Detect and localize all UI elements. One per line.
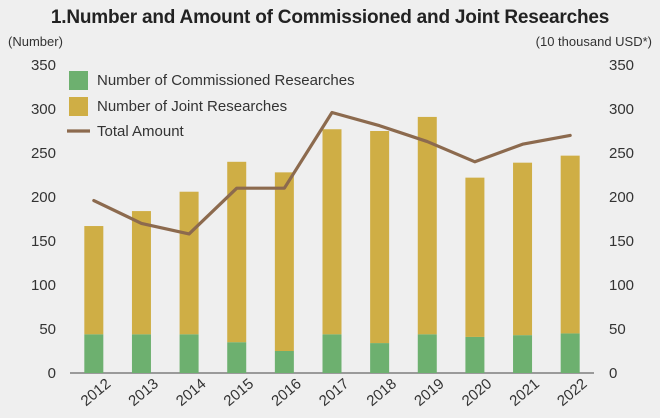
bar-joint-2016 <box>274 172 294 351</box>
legend-label-0: Number of Commissioned Researches <box>97 72 355 89</box>
y-tick-label-200: 200 <box>31 189 56 206</box>
bar-joint-2017 <box>322 129 342 335</box>
chart-title: 1.Number and Amount of Commissioned and … <box>50 7 610 28</box>
y2-tick-label-300: 300 <box>609 101 634 118</box>
x-tick-label-2019: 2019 <box>411 375 447 409</box>
left-axis-unit: (Number) <box>8 34 63 49</box>
x-tick-label-2021: 2021 <box>506 375 542 409</box>
bar-commissioned-2020 <box>465 336 485 373</box>
bar-joint-2014 <box>179 191 199 335</box>
x-tick-label-2013: 2013 <box>125 375 161 409</box>
bar-joint-2018 <box>370 131 390 344</box>
bar-commissioned-2016 <box>274 351 294 373</box>
legend-swatch-0 <box>69 71 88 90</box>
y2-tick-label-150: 150 <box>609 233 634 250</box>
y-tick-label-50: 50 <box>39 321 56 338</box>
y-tick-label-300: 300 <box>31 101 56 118</box>
bar-commissioned-2017 <box>322 334 342 373</box>
right-axis-unit: (10 thousand USD*) <box>535 34 652 49</box>
bar-joint-2015 <box>227 161 247 343</box>
legend-label-2: Total Amount <box>97 123 185 140</box>
y-tick-label-100: 100 <box>31 277 56 294</box>
y2-tick-label-100: 100 <box>609 277 634 294</box>
bar-commissioned-2015 <box>227 342 247 373</box>
y2-tick-label-50: 50 <box>609 321 626 338</box>
bar-commissioned-2019 <box>417 334 437 373</box>
y-tick-label-350: 350 <box>31 57 56 74</box>
x-tick-label-2012: 2012 <box>78 375 114 409</box>
x-tick-label-2014: 2014 <box>173 375 209 409</box>
y-tick-label-250: 250 <box>31 145 56 162</box>
x-tick-label-2017: 2017 <box>316 375 352 409</box>
bar-joint-2013 <box>131 211 151 335</box>
legend-swatch-1 <box>69 97 88 116</box>
x-tick-label-2015: 2015 <box>221 375 257 409</box>
x-tick-label-2022: 2022 <box>554 375 590 409</box>
bar-commissioned-2018 <box>370 343 390 373</box>
y2-tick-label-0: 0 <box>609 365 617 382</box>
bar-joint-2019 <box>417 116 437 335</box>
y2-tick-label-250: 250 <box>609 145 634 162</box>
bar-commissioned-2021 <box>513 335 533 373</box>
bar-joint-2020 <box>465 177 485 337</box>
bar-commissioned-2012 <box>84 334 104 373</box>
y2-tick-label-350: 350 <box>609 57 634 74</box>
y2-tick-label-200: 200 <box>609 189 634 206</box>
legend-label-1: Number of Joint Researches <box>97 98 287 115</box>
bar-joint-2021 <box>513 162 533 336</box>
bar-commissioned-2013 <box>131 334 151 373</box>
bar-commissioned-2014 <box>179 334 199 373</box>
x-tick-label-2020: 2020 <box>459 375 495 409</box>
bar-joint-2012 <box>84 226 104 335</box>
bar-commissioned-2022 <box>560 333 580 373</box>
x-tick-label-2018: 2018 <box>363 375 399 409</box>
y-tick-label-0: 0 <box>48 365 56 382</box>
x-tick-label-2016: 2016 <box>268 375 304 409</box>
bar-joint-2022 <box>560 155 580 334</box>
y-tick-label-150: 150 <box>31 233 56 250</box>
